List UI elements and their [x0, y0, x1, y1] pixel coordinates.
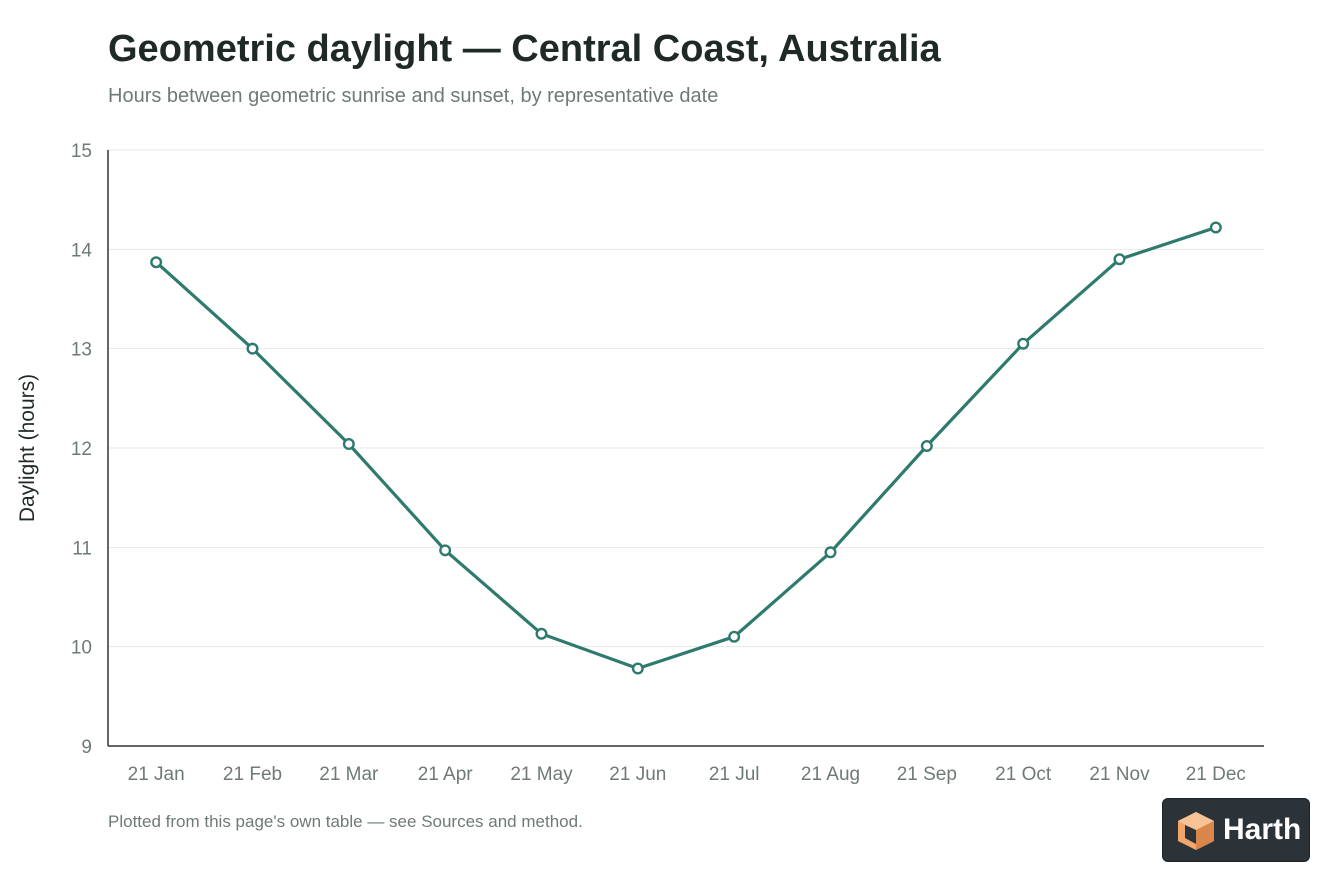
data-point	[1113, 253, 1126, 266]
series-line	[154, 225, 1218, 671]
y-axis-label: Daylight (hours)	[16, 374, 39, 522]
axes	[107, 150, 1264, 747]
data-point	[920, 440, 933, 453]
x-tick-labels: 21 Jan 21 Feb 21 Mar 21 Apr 21 May 21 Jun 21 J…	[128, 764, 1246, 785]
logo-text: Harth	[1223, 813, 1302, 846]
x-tick-label: 21 Feb	[223, 764, 282, 785]
chart-subtitle: Hours between geometric sunrise and suns…	[108, 85, 719, 107]
x-tick-label: 21 Jul	[709, 764, 760, 785]
y-tick-label: 10	[71, 638, 92, 659]
x-tick-label: 21 Aug	[801, 764, 860, 785]
y-tick-label: 15	[71, 141, 92, 162]
chart-title: Geometric daylight — Central Coast, Aust…	[108, 28, 941, 70]
data-point	[728, 630, 741, 643]
data-point	[824, 546, 837, 559]
data-point	[246, 342, 259, 355]
data-point	[1209, 221, 1222, 234]
y-tick-label: 14	[71, 240, 93, 261]
x-tick-label: 21 Jan	[128, 764, 185, 785]
data-point	[342, 438, 355, 451]
x-tick-label: 21 Dec	[1186, 764, 1246, 785]
x-tick-label: 21 Mar	[319, 764, 379, 785]
y-tick-labels: 9 10 11 12 13 14 15	[71, 141, 93, 758]
x-tick-label: 21 Apr	[418, 764, 474, 785]
footnote: Plotted from this page's own table — see…	[108, 812, 583, 831]
cube-logo-icon	[1178, 812, 1214, 850]
x-tick-label: 21 May	[510, 764, 573, 785]
y-tick-label: 9	[81, 737, 92, 758]
harth-logo[interactable]: Harth	[1162, 798, 1310, 862]
x-tick-label: 21 Nov	[1089, 764, 1150, 785]
data-point	[150, 256, 163, 269]
x-tick-label: 21 Sep	[897, 764, 957, 785]
y-tick-label: 12	[71, 439, 92, 460]
data-point	[439, 544, 452, 557]
y-tick-label: 13	[71, 340, 92, 361]
x-tick-label: 21 Jun	[609, 764, 666, 785]
x-tick-label: 21 Oct	[995, 764, 1052, 785]
data-point	[1017, 337, 1030, 350]
data-point	[535, 627, 548, 640]
data-point	[631, 662, 644, 675]
y-tick-label: 11	[72, 538, 92, 559]
gridlines	[108, 149, 1264, 648]
series-daylight	[150, 221, 1222, 675]
